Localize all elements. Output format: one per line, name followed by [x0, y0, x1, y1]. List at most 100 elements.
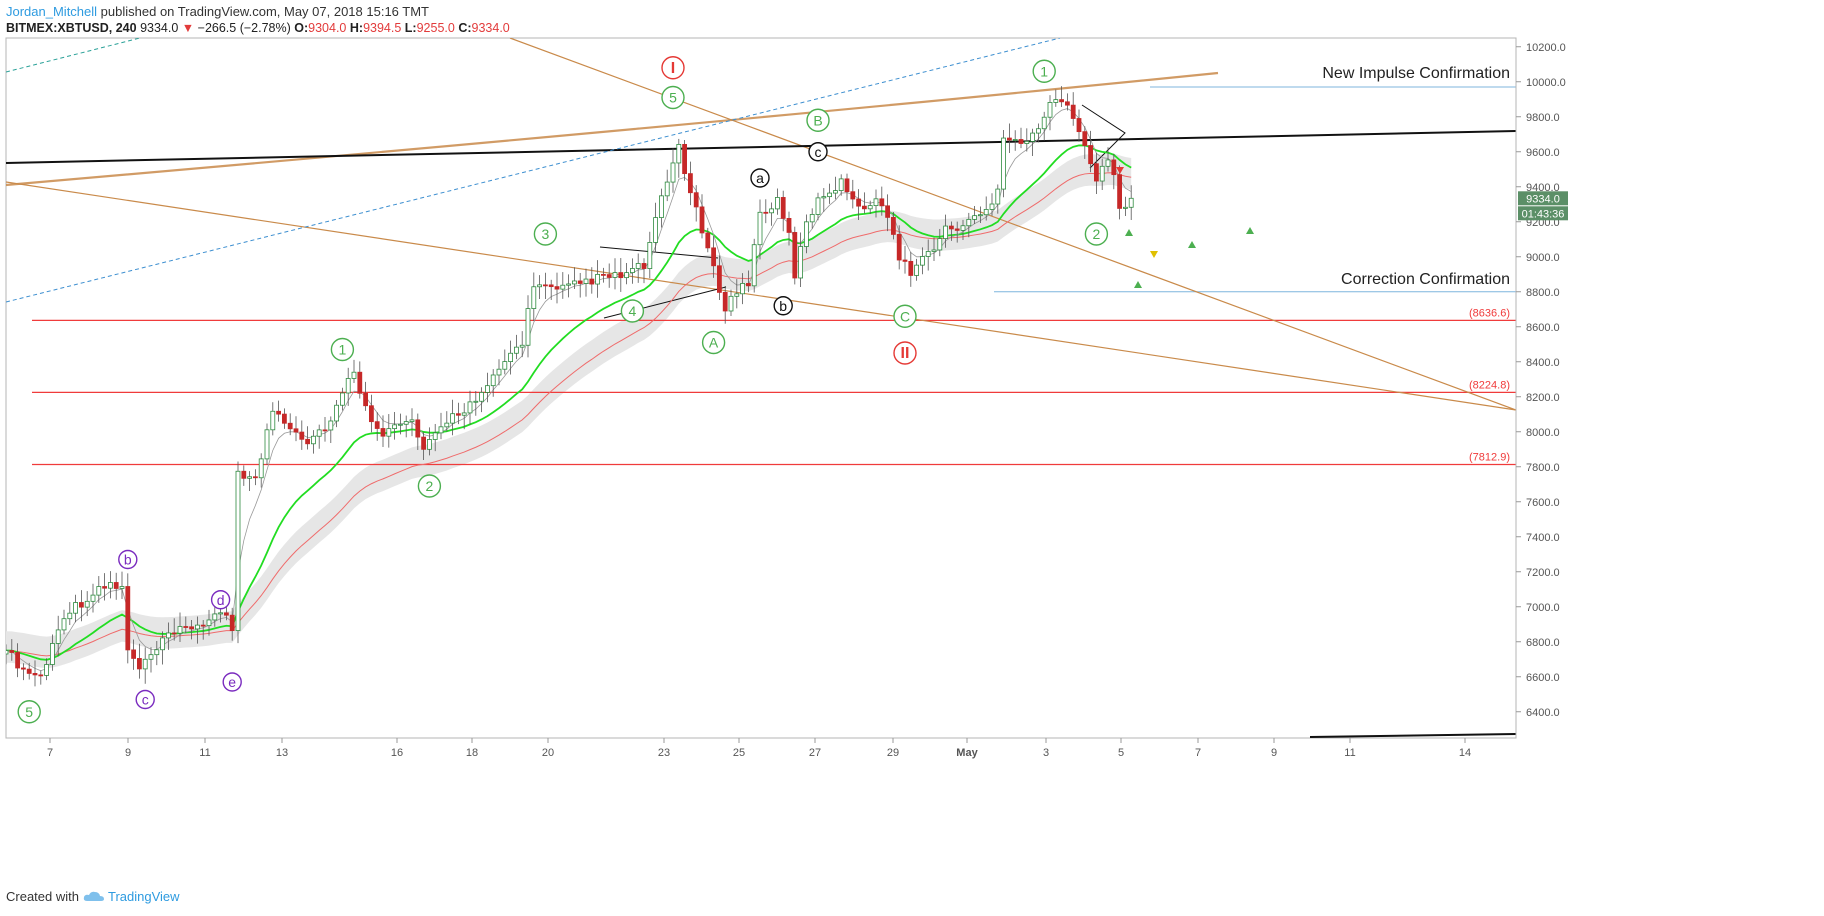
wave-label-circle: [620, 299, 645, 323]
candle-body: [247, 476, 253, 479]
channel-line-upper: [6, 38, 1061, 303]
candle-body: [885, 205, 890, 218]
pennant-outline: [1081, 104, 1126, 169]
candle-body: [972, 215, 977, 220]
candle-body: [212, 613, 218, 621]
y-tick-label: 8000.0: [1526, 427, 1560, 439]
candle-body: [966, 218, 972, 227]
candle-body: [514, 346, 519, 354]
candle-body: [1128, 197, 1134, 208]
plot-area: [6, 38, 1516, 738]
lower-trendline: [1309, 733, 1516, 738]
candle: [177, 612, 183, 642]
x-tick-label: 29: [887, 747, 899, 759]
candle: [200, 620, 206, 640]
close-label: C:: [458, 21, 472, 35]
candle: [90, 583, 96, 613]
wave-label-text: 2: [426, 478, 434, 494]
candle: [20, 663, 26, 681]
candle-body: [641, 263, 647, 269]
y-tick-label: 6800.0: [1526, 637, 1560, 649]
wave-label-text: 4: [629, 303, 637, 319]
candle: [653, 202, 658, 253]
candle: [206, 609, 212, 636]
candle: [32, 660, 38, 687]
candle: [978, 206, 983, 223]
y-tick-label: 7200.0: [1526, 567, 1560, 579]
candle: [322, 416, 328, 442]
candle-body: [815, 197, 821, 215]
candle: [566, 274, 571, 298]
candle-body: [218, 612, 224, 615]
candle: [833, 176, 838, 200]
candle-body: [67, 612, 73, 620]
candle: [264, 423, 270, 465]
candle: [670, 148, 676, 193]
candle: [380, 415, 386, 447]
candle: [479, 387, 485, 413]
candle: [931, 237, 937, 261]
candle: [908, 251, 914, 287]
candle: [1088, 130, 1093, 173]
x-tick-label: 7: [1195, 747, 1201, 759]
wave-label-circle: [806, 108, 830, 132]
wave-label-text: 3: [542, 226, 550, 242]
candle: [1128, 185, 1134, 220]
candle: [1082, 126, 1088, 159]
y-tick-label: 6400.0: [1526, 707, 1560, 719]
candle-body: [606, 274, 612, 278]
candle-body: [55, 629, 61, 644]
candle: [925, 239, 931, 271]
wave-label-text: e: [228, 674, 236, 690]
candle-body: [937, 238, 943, 251]
candle-body: [108, 582, 113, 589]
tradingview-logo[interactable]: TradingView: [83, 889, 180, 904]
candle: [345, 367, 351, 406]
y-tick-label: 8600.0: [1526, 322, 1560, 334]
candle: [1117, 165, 1122, 220]
candle-body: [131, 649, 137, 659]
cloud-icon: [83, 891, 104, 901]
candle: [9, 639, 15, 661]
candle-body: [148, 654, 154, 660]
candle-body: [1117, 174, 1122, 209]
signal-triangle-icon: [1125, 229, 1133, 236]
y-tick-label: 8400.0: [1526, 357, 1560, 369]
wave-label-text: 5: [25, 704, 33, 720]
candle-body: [455, 413, 461, 416]
candle: [247, 471, 253, 492]
wave-label-circle: [135, 689, 155, 710]
signal-triangle-icon: [1116, 167, 1124, 174]
candle: [136, 643, 142, 679]
candle: [949, 221, 954, 241]
candle: [386, 414, 392, 448]
wave-label-text: 2: [1093, 226, 1101, 242]
candle: [850, 179, 856, 209]
candle: [821, 188, 827, 212]
candle-body: [1012, 139, 1018, 141]
candle-body: [1076, 118, 1082, 133]
candle-body: [543, 284, 548, 287]
candle-body: [241, 470, 247, 479]
tradingview-brand: TradingView: [108, 889, 180, 904]
candle-body: [15, 652, 21, 669]
candle-body: [775, 197, 780, 210]
candle-body: [1018, 139, 1024, 144]
candle: [1053, 89, 1059, 107]
candle-body: [711, 247, 716, 267]
candle: [235, 461, 241, 644]
candle-body: [450, 413, 456, 424]
y-tick-label: 10200.0: [1526, 42, 1566, 54]
candle: [920, 247, 925, 275]
candle: [647, 231, 653, 279]
author-link[interactable]: Jordan_Mitchell: [6, 4, 98, 19]
candle-body: [1059, 99, 1064, 103]
candle-body: [722, 291, 728, 312]
candle: [421, 432, 427, 460]
candle: [862, 192, 867, 214]
close-value: 9334.0: [471, 21, 510, 35]
candle-body: [1105, 159, 1111, 167]
candle: [397, 413, 403, 435]
candle-body: [328, 420, 334, 431]
